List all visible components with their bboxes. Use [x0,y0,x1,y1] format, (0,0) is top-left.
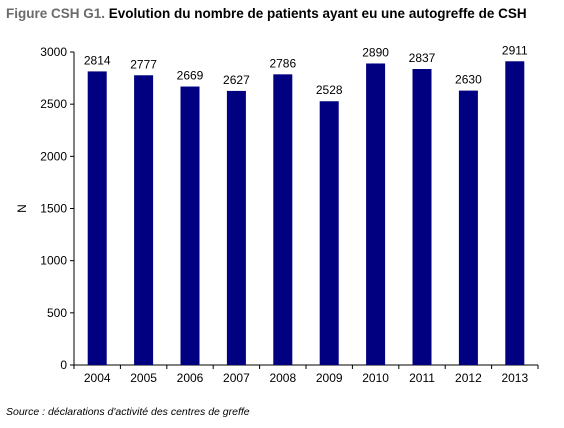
data-label: 2630 [455,73,482,87]
y-tick-label: 3000 [40,45,67,59]
figure-number: Figure CSH G1. [6,6,106,21]
data-label: 2669 [177,69,204,83]
y-tick-label: 500 [47,306,67,320]
bar-2009 [319,101,339,365]
bar-2005 [134,75,154,366]
source-note: Source : déclarations d'activité des cen… [6,406,250,418]
x-tick-label: 2012 [455,371,482,385]
x-tick-label: 2010 [362,371,389,385]
x-tick-label: 2011 [409,371,435,385]
data-label: 2890 [362,45,389,59]
data-label: 2786 [269,56,296,70]
bar-2008 [273,74,293,365]
bar-2004 [87,71,107,365]
bar-2006 [180,86,200,365]
chart-bars [87,61,525,366]
bar-2010 [366,63,386,366]
x-tick-label: 2008 [269,371,296,385]
x-tick-label: 2004 [84,371,111,385]
x-tick-label: 2013 [501,371,528,385]
data-label: 2528 [316,83,343,97]
x-tick-label: 2009 [316,371,343,385]
x-tick-label: 2007 [223,371,250,385]
data-label: 2627 [223,73,250,87]
bar-2013 [505,61,525,365]
x-tick-label: 2005 [130,371,157,385]
chart-title: Evolution du nombre de patients ayant eu… [108,6,527,21]
y-tick-label: 1000 [40,254,67,268]
chart-data-labels: 2814 2777 2669 2627 2786 2528 2890 2837 2630 2911 [84,43,528,97]
bar-2011 [412,69,432,365]
y-tick-label: 2500 [40,97,67,111]
data-label: 2814 [84,53,111,67]
data-label: 2837 [409,51,436,65]
bar-2012 [458,90,478,365]
x-tick-label: 2006 [177,371,204,385]
y-axis-label: N [15,204,29,213]
chart-title-block: Figure CSH G1. Evolution du nombre de pa… [6,6,527,21]
y-tick-label: 0 [60,358,67,372]
data-label: 2911 [502,43,528,57]
y-tick-label: 1500 [40,202,67,216]
bar-2007 [226,90,246,366]
y-tick-label: 2000 [40,149,67,163]
data-label: 2777 [130,57,157,71]
